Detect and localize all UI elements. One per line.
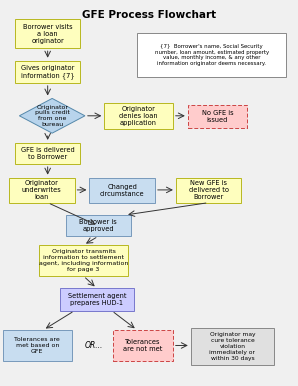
Text: GFE is delivered
to Borrower: GFE is delivered to Borrower [21, 147, 74, 160]
FancyBboxPatch shape [60, 288, 134, 311]
FancyBboxPatch shape [89, 178, 155, 203]
FancyBboxPatch shape [3, 330, 72, 361]
FancyBboxPatch shape [15, 61, 80, 83]
Text: {7}  Borrower's name, Social Security
number, loan amount, estimated property
va: {7} Borrower's name, Social Security num… [155, 44, 268, 66]
Text: Tolerances
are not met: Tolerances are not met [123, 339, 163, 352]
Text: Tolerances are
met based on
GFE: Tolerances are met based on GFE [14, 337, 60, 354]
FancyBboxPatch shape [9, 178, 74, 203]
FancyBboxPatch shape [137, 33, 286, 77]
FancyBboxPatch shape [188, 105, 247, 128]
Text: Changed
circumstance: Changed circumstance [100, 184, 145, 196]
Text: Originator may
cure tolerance
violation
immediately or
within 30 days: Originator may cure tolerance violation … [209, 332, 255, 361]
FancyBboxPatch shape [15, 143, 80, 164]
Text: Gives originator
information {7}: Gives originator information {7} [21, 65, 74, 79]
Text: GFE Process Flowchart: GFE Process Flowchart [82, 10, 216, 20]
Text: OR...: OR... [85, 341, 103, 350]
Polygon shape [19, 98, 85, 133]
FancyBboxPatch shape [15, 19, 80, 48]
FancyBboxPatch shape [113, 330, 173, 361]
Text: Originator
pulls credit
from one
bureau: Originator pulls credit from one bureau [35, 105, 70, 127]
FancyBboxPatch shape [176, 178, 241, 203]
Text: New GFE is
delivered to
Borrower: New GFE is delivered to Borrower [189, 180, 229, 200]
Text: Borrower visits
a loan
originator: Borrower visits a loan originator [23, 24, 72, 44]
Text: Borrower is
approved: Borrower is approved [80, 219, 117, 232]
FancyBboxPatch shape [66, 215, 131, 236]
FancyBboxPatch shape [191, 328, 274, 365]
Text: Originator
underwrites
loan: Originator underwrites loan [22, 180, 62, 200]
Text: Originator
denies loan
application: Originator denies loan application [119, 106, 158, 126]
Text: Settlement agent
prepares HUD-1: Settlement agent prepares HUD-1 [68, 293, 126, 306]
FancyBboxPatch shape [39, 245, 128, 276]
FancyBboxPatch shape [104, 103, 173, 129]
Text: No GFE is
issued: No GFE is issued [202, 110, 233, 123]
Text: Originator transmits
information to settlement
agent, including information
for : Originator transmits information to sett… [39, 249, 128, 272]
